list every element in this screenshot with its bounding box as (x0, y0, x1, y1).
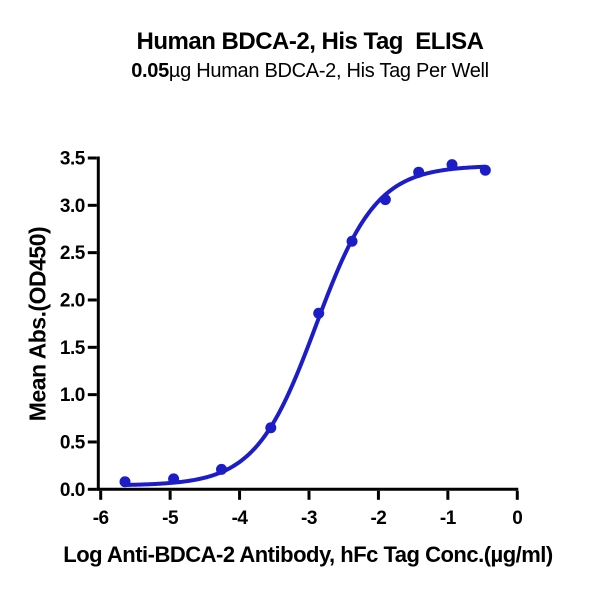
fit-curve (123, 164, 487, 487)
y-tick-label: 2.0 (60, 290, 85, 311)
x-tick-label: 0 (512, 508, 522, 529)
subtitle-amount: 0.05 (131, 60, 169, 82)
y-tick-label: 3.0 (60, 196, 85, 217)
data-point (346, 235, 358, 247)
data-point (446, 159, 458, 171)
data-point (413, 166, 425, 178)
data-point (313, 307, 325, 319)
data-point (119, 476, 131, 488)
x-tick-label: -5 (162, 508, 179, 529)
data-point (379, 194, 391, 206)
x-tick-label: -4 (232, 508, 249, 529)
y-axis-title: Mean Abs.(OD450) (24, 226, 51, 422)
subtitle-text: µg Human BDCA-2, His Tag Per Well (168, 60, 489, 82)
x-tick-label: -3 (301, 508, 317, 529)
x-tick-label: -1 (440, 508, 457, 529)
y-tick-label: 3.5 (60, 148, 86, 169)
x-tick-label: -6 (93, 508, 109, 529)
data-point (168, 473, 180, 485)
y-tick-label: 1.5 (60, 338, 86, 359)
x-tick-label: -2 (370, 508, 386, 529)
x-axis-title: Log Anti-BDCA-2 Antibody, hFc Tag Conc.(… (63, 542, 553, 567)
data-point (216, 463, 228, 475)
chart-title: Human BDCA-2, His Tag ELISA (136, 28, 484, 55)
data-point (265, 422, 277, 434)
data-point (479, 164, 491, 176)
y-tick-label: 2.5 (60, 243, 86, 264)
y-tick-label: 0.0 (60, 480, 85, 501)
chart-subtitle: 0.05µg Human BDCA-2, His Tag Per Well (10, 60, 600, 83)
y-tick-label: 0.5 (60, 432, 86, 453)
y-tick-label: 1.0 (60, 385, 85, 406)
